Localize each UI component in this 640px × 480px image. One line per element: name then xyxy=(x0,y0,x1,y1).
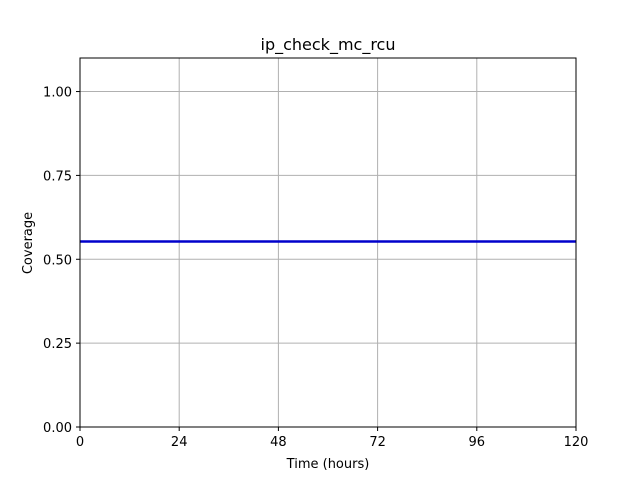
plot-frame xyxy=(79,57,577,428)
x-tick-label: 72 xyxy=(369,435,386,450)
y-tick-label: 0.00 xyxy=(43,421,72,436)
y-tick-label: 0.50 xyxy=(43,253,72,268)
x-tick-label: 24 xyxy=(171,435,188,450)
x-axis: 0 24 48 72 96 120 xyxy=(76,427,589,450)
y-tick-label: 0.25 xyxy=(43,337,72,352)
x-tick-label: 96 xyxy=(469,435,486,450)
y-tick-label: 0.75 xyxy=(43,169,72,184)
y-axis-label: Coverage xyxy=(21,212,36,274)
x-axis-label: Time (hours) xyxy=(286,457,370,472)
chart-title: ip_check_mc_rcu xyxy=(261,35,396,55)
x-tick-label: 120 xyxy=(564,435,589,450)
x-tick-label: 48 xyxy=(270,435,287,450)
y-axis: 0.00 0.25 0.50 0.75 1.00 xyxy=(43,86,80,436)
y-tick-label: 1.00 xyxy=(43,86,72,101)
x-tick-label: 0 xyxy=(76,435,84,450)
